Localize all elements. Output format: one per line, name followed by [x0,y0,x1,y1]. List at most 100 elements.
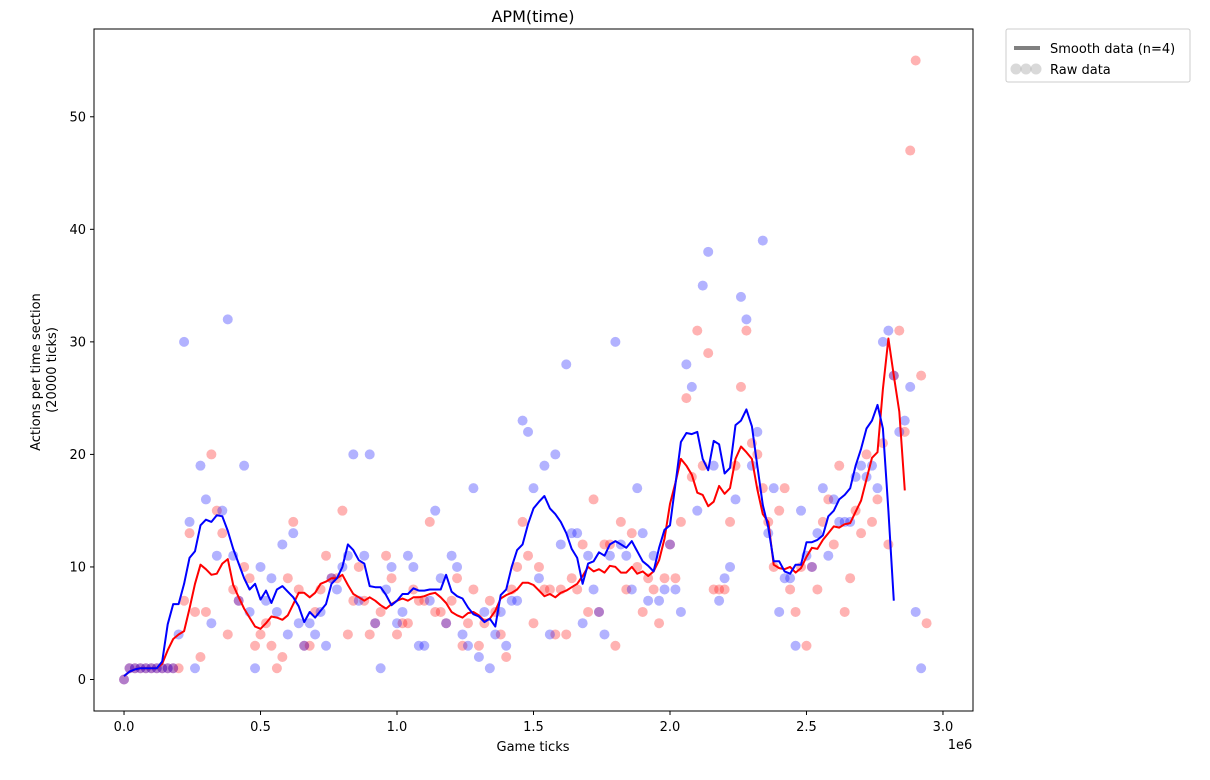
raw-point-series-1 [288,516,299,527]
raw-point-series-1 [583,606,594,617]
raw-point-series-2 [790,640,801,651]
raw-point-series-1 [501,651,512,662]
raw-point-series-1 [337,505,348,516]
raw-point-series-1 [883,539,894,550]
chart-title: APM(time) [491,7,574,26]
raw-point-series-1 [610,640,621,651]
raw-point-series-2 [785,573,796,584]
raw-point-series-2 [774,606,785,617]
raw-point-series-1 [866,516,877,527]
x-tick-label: 2.5 [796,720,817,735]
raw-point-series-2 [539,460,550,471]
raw-point-series-1 [162,663,173,674]
raw-point-series-2 [528,483,539,494]
raw-point-series-1 [370,618,381,629]
raw-point-series-2 [604,550,615,561]
raw-point-series-2 [692,505,703,516]
raw-point-series-1 [381,550,392,561]
raw-point-series-2 [828,494,839,505]
raw-point-series-1 [206,449,217,460]
raw-point-series-2 [250,663,261,674]
raw-point-series-1 [457,640,468,651]
raw-point-series-2 [916,663,927,674]
raw-point-series-2 [675,606,686,617]
raw-point-series-1 [342,629,353,640]
raw-point-series-1 [899,426,910,437]
y-axis-label-line2: (20000 ticks) [45,327,60,413]
raw-point-series-2 [637,528,648,539]
raw-point-series-1 [588,494,599,505]
raw-point-series-1 [266,640,277,651]
legend-raw-swatch [1010,63,1042,75]
raw-point-series-2 [168,663,179,674]
raw-point-series-2 [195,460,206,471]
legend: Smooth data (n=4) Raw data [1005,28,1191,83]
raw-point-series-1 [533,561,544,572]
raw-point-series-2 [293,618,304,629]
raw-point-series-2 [419,640,430,651]
raw-point-series-1 [790,606,801,617]
raw-point-series-2 [359,550,370,561]
raw-point-series-1 [402,618,413,629]
raw-point-series-1 [894,325,905,336]
raw-point-series-1 [703,348,714,359]
raw-point-series-2 [468,483,479,494]
raw-point-series-2 [714,595,725,606]
raw-point-series-1 [741,325,752,336]
raw-point-series-2 [446,550,457,561]
legend-raw-dot-3 [1030,63,1042,75]
y-tick-label: 20 [69,448,86,463]
raw-point-series-1 [468,584,479,595]
y-tick-label: 30 [69,335,86,350]
legend-smooth-label: Smooth data (n=4) [1050,42,1175,57]
raw-point-series-2 [239,460,250,471]
raw-point-series-2 [741,314,752,325]
raw-point-series-1 [561,629,572,640]
x-axis-ticks: 0.0 0.5 1.0 1.5 2.0 2.5 3.0 [114,711,953,735]
raw-point-series-1 [386,573,397,584]
raw-point-series-1 [304,640,315,651]
raw-point-series-2 [304,618,315,629]
raw-point-series-1 [441,618,452,629]
smooth-line-series-1 [123,337,906,677]
raw-point-series-2 [544,629,555,640]
raw-point-series-1 [577,539,588,550]
raw-point-series-2 [348,449,359,460]
raw-point-series-1 [255,629,266,640]
legend-frame [1005,28,1191,83]
raw-point-series-2 [910,606,921,617]
raw-point-series-2 [392,618,403,629]
raw-point-series-1 [484,595,495,606]
raw-point-series-1 [452,573,463,584]
raw-point-series-1 [375,606,386,617]
raw-point-series-2 [310,629,321,640]
raw-point-series-1 [708,584,719,595]
raw-point-series-1 [872,494,883,505]
raw-point-series-1 [200,606,211,617]
raw-point-series-2 [719,573,730,584]
y-axis-label: Actions per time section (20000 ticks) [29,289,60,451]
y-tick-label: 0 [78,673,86,688]
raw-point-series-2 [331,584,342,595]
raw-point-series-1 [446,595,457,606]
raw-point-series-2 [686,381,697,392]
raw-point-series-2 [200,494,211,505]
y-axis-ticks: 0 10 20 30 40 50 [69,110,94,688]
x-tick-label: 1.0 [387,720,408,735]
raw-point-series-2 [735,291,746,302]
raw-point-series-1 [348,595,359,606]
raw-point-series-1 [834,460,845,471]
raw-point-series-1 [823,494,834,505]
raw-point-series-1 [353,561,364,572]
raw-point-series-2 [402,550,413,561]
raw-point-series-1 [539,584,550,595]
raw-point-series-1 [714,584,725,595]
raw-point-series-1 [211,505,222,516]
raw-point-series-1 [839,606,850,617]
raw-point-series-2 [561,359,572,370]
raw-point-series-2 [386,561,397,572]
raw-point-series-1 [517,516,528,527]
raw-point-series-1 [419,595,430,606]
raw-point-series-2 [899,415,910,426]
